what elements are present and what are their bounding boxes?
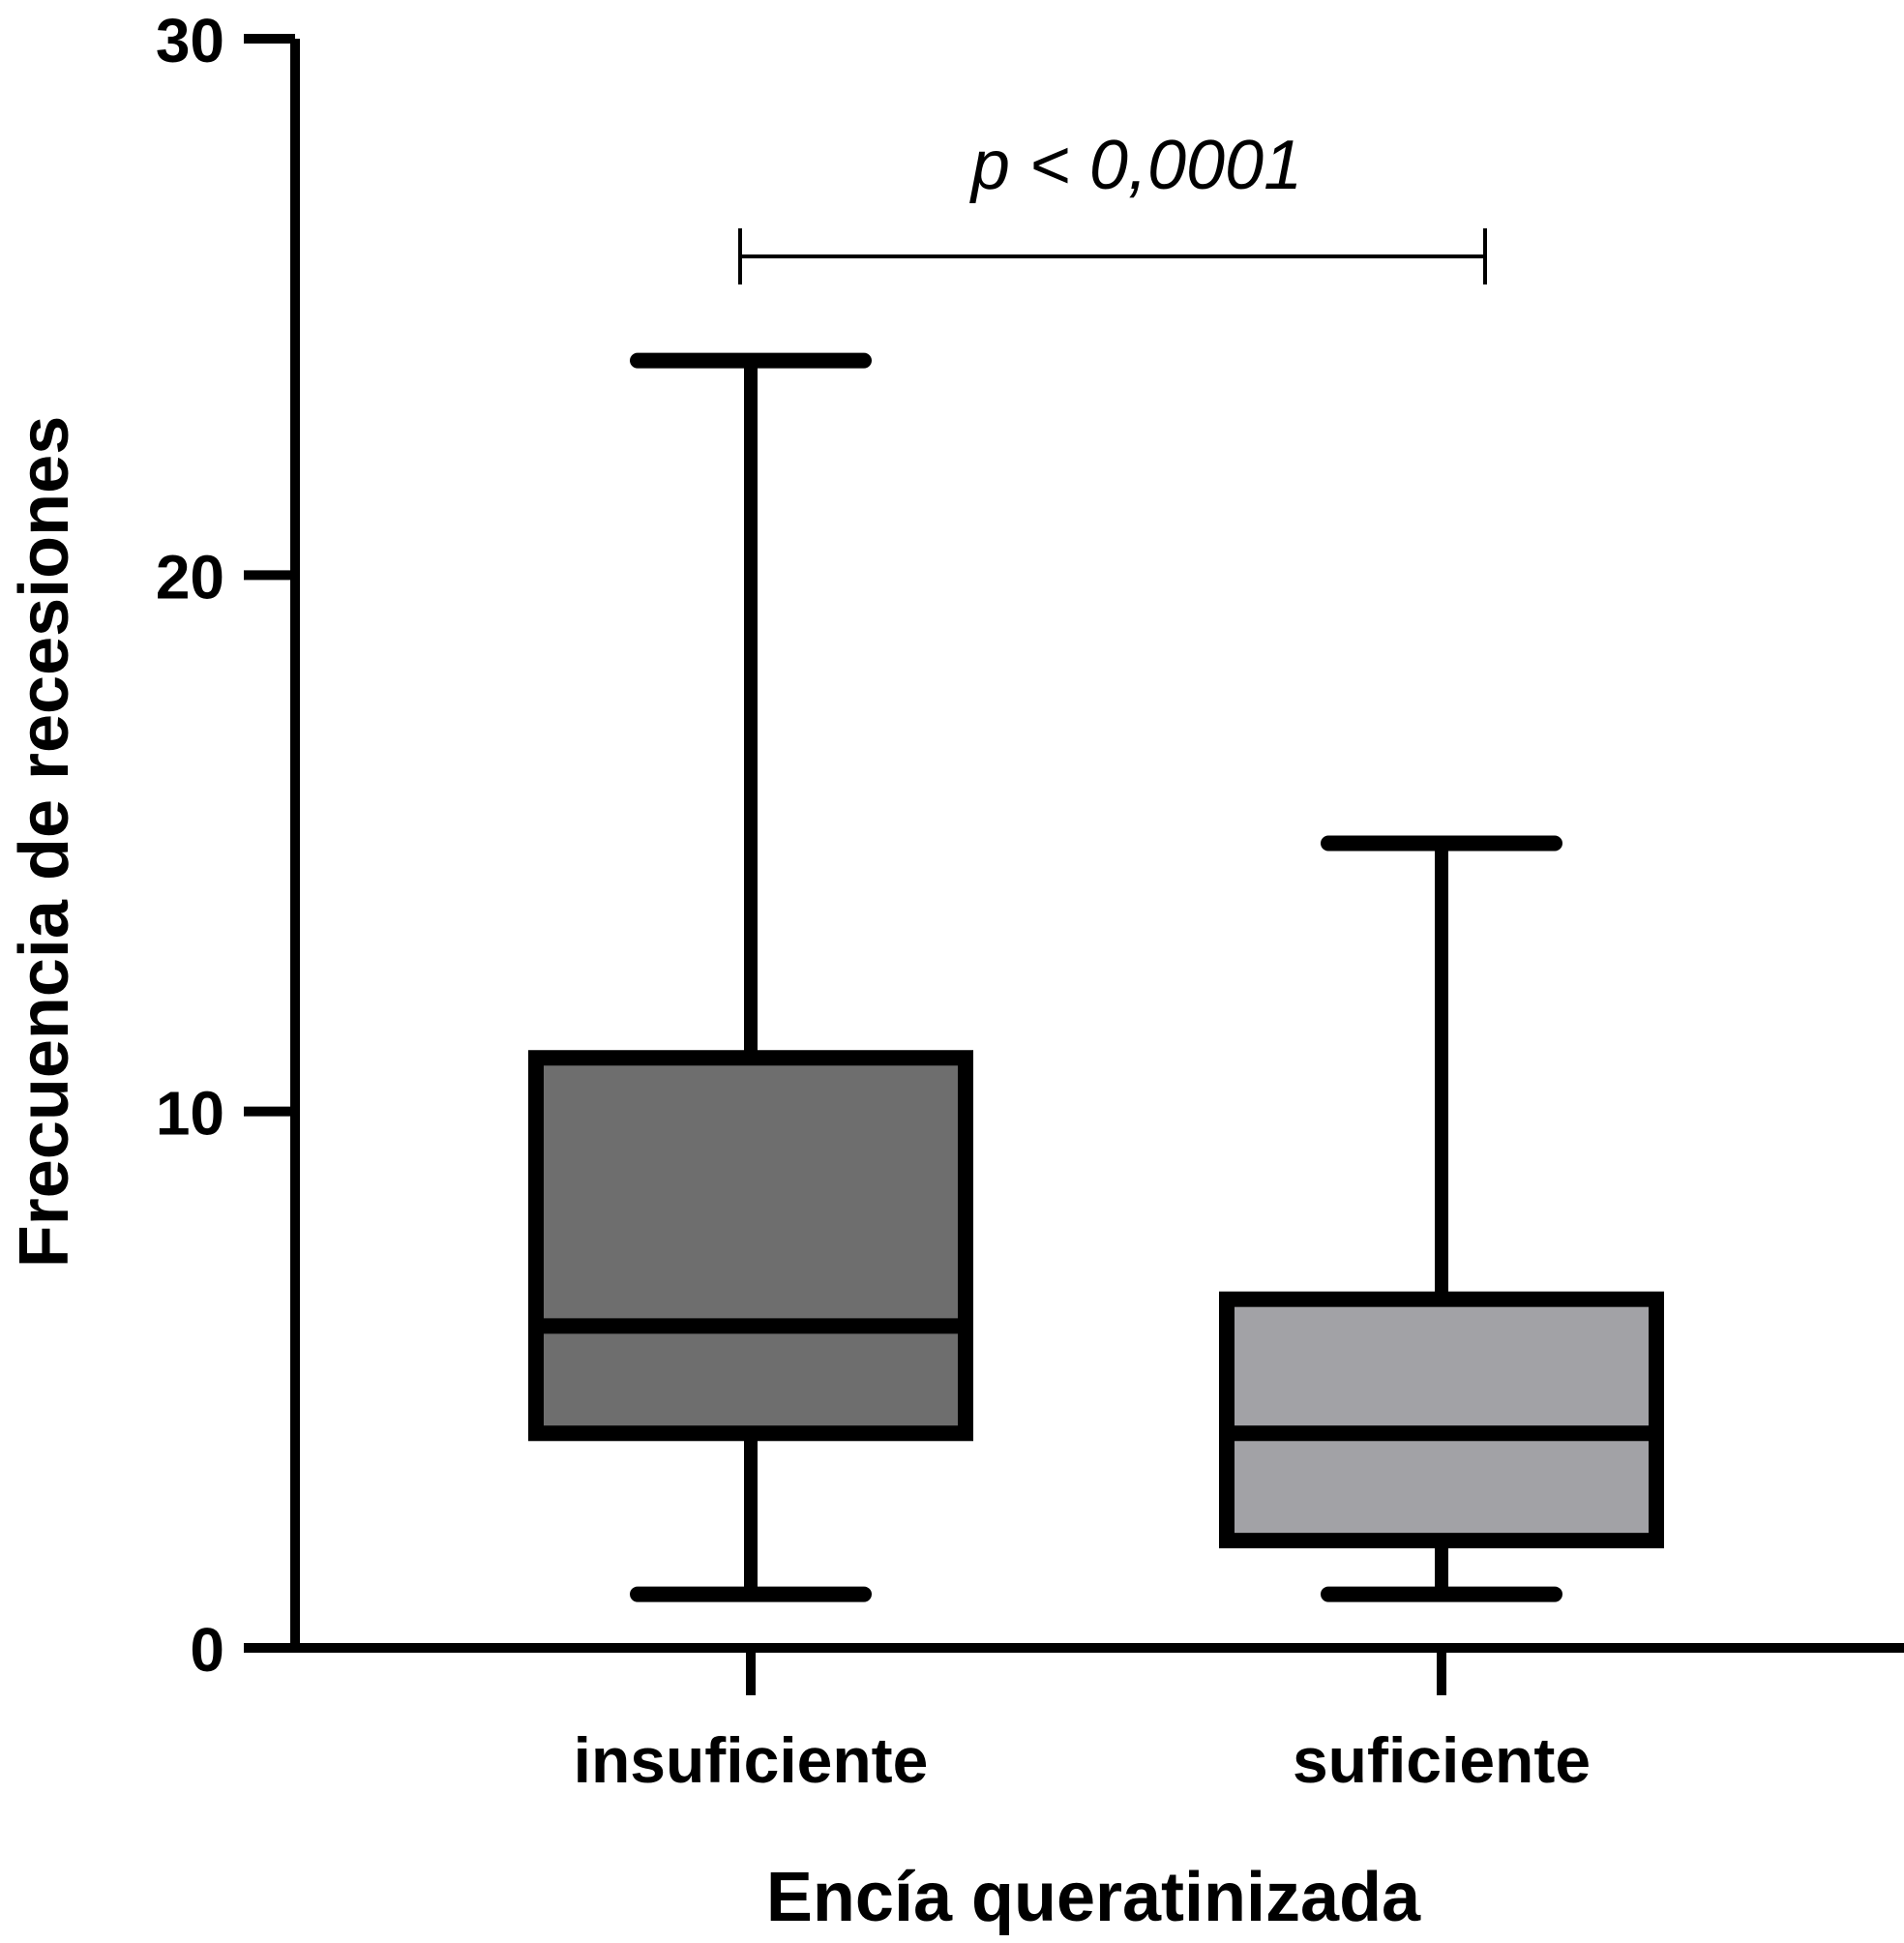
iqr-box (528, 1050, 973, 1442)
box-series (528, 352, 1664, 1602)
y-tick-label: 30 (156, 6, 224, 75)
y-tick-label: 10 (156, 1079, 224, 1149)
y-axis-title: Frecuencia de recesiones (6, 416, 83, 1268)
x-tick-label: insuficiente (574, 1724, 929, 1796)
box-suficiente (1219, 835, 1664, 1602)
box-insuficiente (528, 352, 973, 1602)
significance-bracket: p < 0,0001 (738, 127, 1487, 284)
y-axis-ticks: 0 10 20 30 (156, 6, 295, 1685)
iqr-box (1219, 1291, 1664, 1549)
p-value-label: p < 0,0001 (969, 127, 1302, 204)
x-tick-label: suficiente (1293, 1724, 1591, 1796)
y-tick-label: 20 (156, 542, 224, 612)
x-axis-ticks: insuficiente suficiente (574, 1648, 1591, 1796)
x-axis-title: Encía queratinizada (766, 1859, 1421, 1936)
y-tick-label: 0 (190, 1615, 224, 1685)
